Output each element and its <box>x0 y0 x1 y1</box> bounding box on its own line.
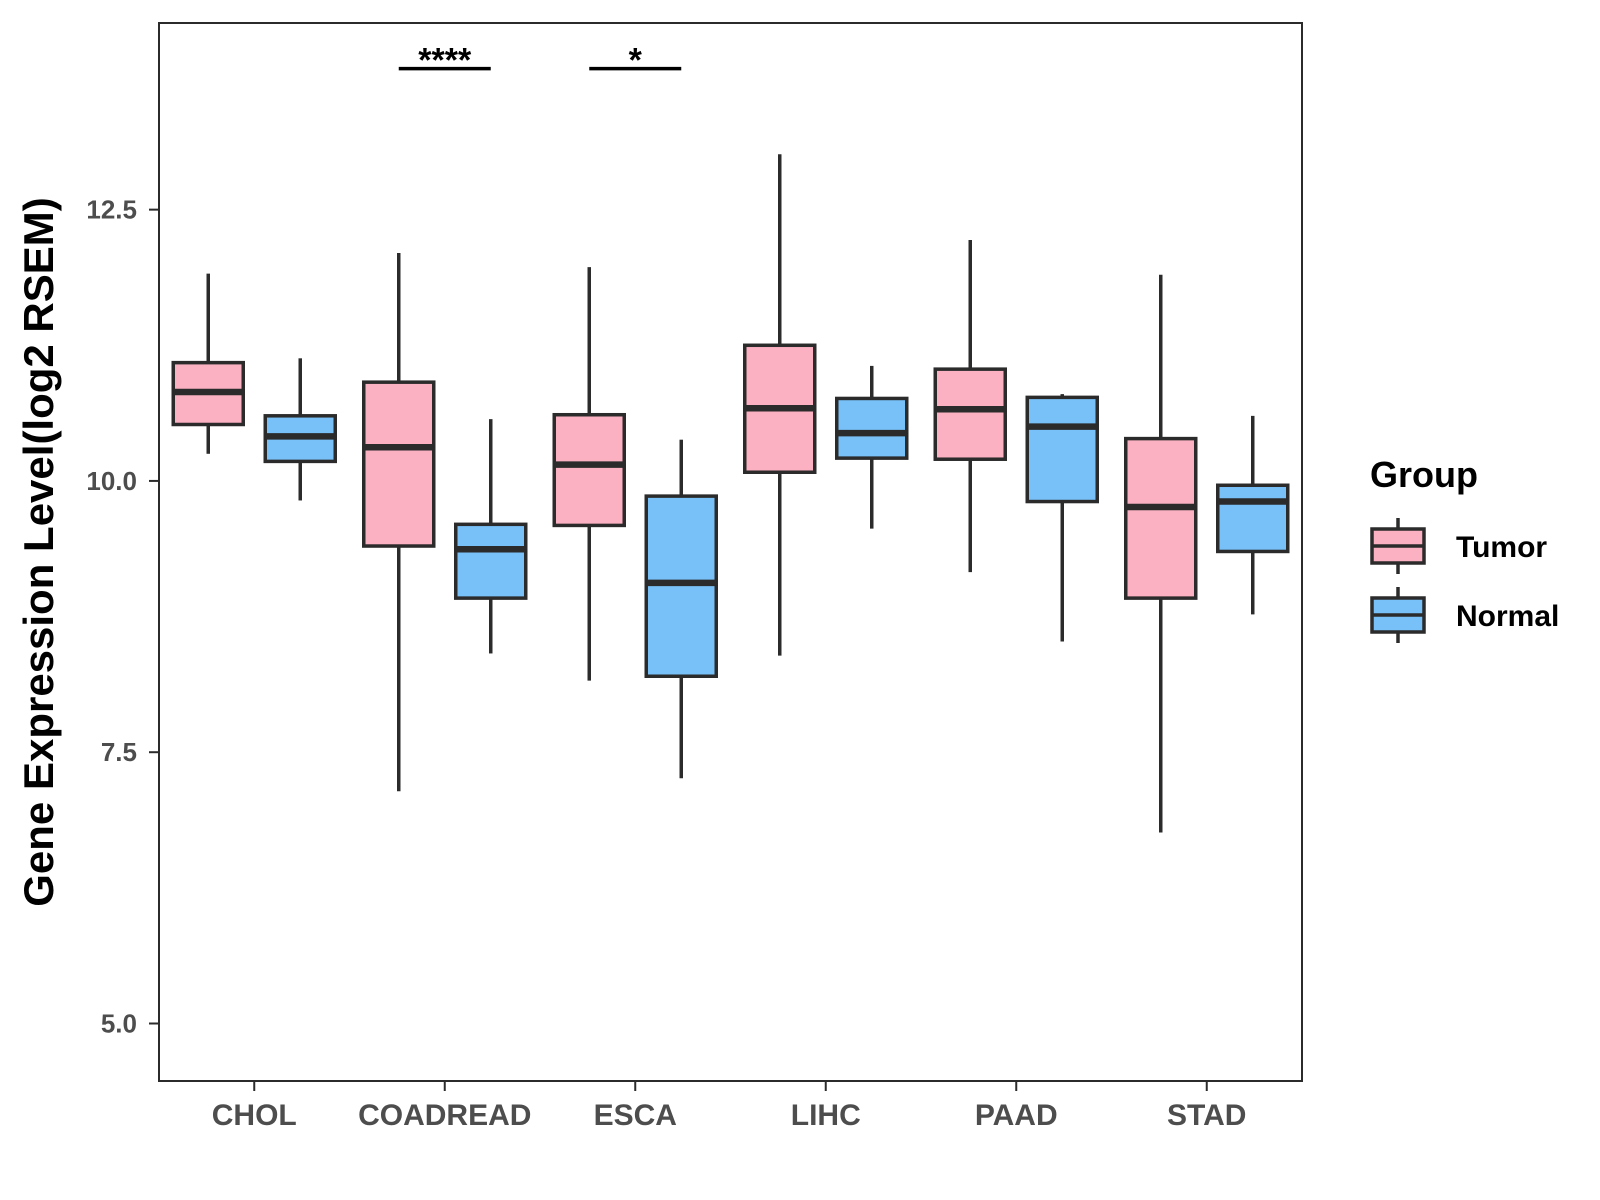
significance-label: **** <box>418 42 472 80</box>
legend-item-normal: Normal <box>1370 587 1559 643</box>
box-tumor-stad <box>1124 274 1198 833</box>
legend: Group Tumor Normal <box>1370 454 1559 643</box>
box-tumor-coadread <box>362 253 436 792</box>
y-tick-label: 10.0 <box>86 466 137 496</box>
legend-label-normal: Normal <box>1456 600 1559 633</box>
box-normal-paad <box>1025 394 1099 642</box>
y-axis-title: Gene Expression Level(log2 RSEM) <box>15 197 62 907</box>
box-body <box>1025 395 1099 504</box>
significance-coadread: **** <box>398 42 491 80</box>
x-tick-label-esca: ESCA <box>594 1099 677 1132</box>
box-normal-stad <box>1216 415 1290 615</box>
box-body <box>933 367 1007 461</box>
y-tick-label: 5.0 <box>101 1008 137 1038</box>
significance-esca: * <box>589 42 682 80</box>
marks-layer: **** * <box>171 42 1290 833</box>
box-body <box>1216 483 1290 554</box>
box-normal-coadread <box>454 419 528 654</box>
box-tumor-chol <box>171 273 245 454</box>
box-body <box>835 396 909 460</box>
box-body <box>362 380 436 548</box>
x-tick-label-lihc: LIHC <box>791 1099 861 1132</box>
box-body <box>552 412 626 528</box>
legend-label-tumor: Tumor <box>1456 531 1547 564</box>
plot-panel-border <box>158 22 1303 1082</box>
x-tick-label-chol: CHOL <box>212 1099 297 1132</box>
box-tumor-paad <box>933 240 1007 573</box>
box-tumor-esca <box>552 267 626 681</box>
box-tumor-lihc <box>743 154 817 656</box>
box-body <box>454 522 528 600</box>
box-body <box>1124 436 1198 600</box>
x-tick-label-coadread: COADREAD <box>358 1099 531 1132</box>
y-tick-label: 12.5 <box>86 195 137 225</box>
box-normal-chol <box>263 358 337 501</box>
x-tick-label-stad: STAD <box>1167 1099 1246 1132</box>
legend-item-tumor: Tumor <box>1370 518 1547 574</box>
box-normal-esca <box>644 439 718 779</box>
box-body <box>644 494 718 678</box>
legend-title: Group <box>1370 454 1478 495</box>
x-tick-label-paad: PAAD <box>975 1099 1058 1132</box>
legend-keys: Tumor Normal <box>1370 518 1559 643</box>
y-tick-label: 7.5 <box>101 737 137 767</box>
box-normal-lihc <box>835 365 909 529</box>
significance-label: * <box>629 42 643 80</box>
axes-layer: 5.0 7.5 10.0 12.5 CHOL COADREAD ESCA LIHC PAAD ST… <box>86 195 1246 1132</box>
